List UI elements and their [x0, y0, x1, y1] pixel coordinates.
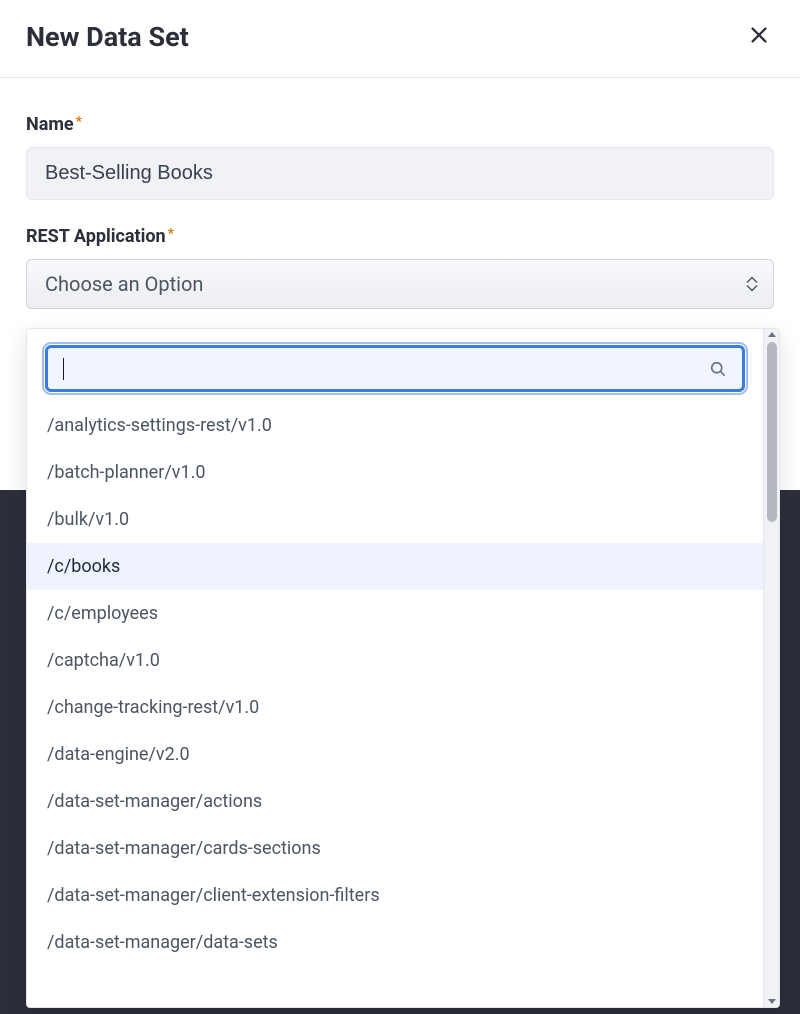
- rest-application-label-text: REST Application: [26, 226, 166, 247]
- dropdown-search-wrap: [27, 329, 763, 402]
- modal-body: Name* REST Application* Choose an Option: [0, 78, 800, 355]
- rest-application-field-group: REST Application* Choose an Option: [26, 226, 774, 309]
- dropdown-option[interactable]: /batch-planner/v1.0: [27, 449, 763, 496]
- required-indicator: *: [168, 226, 174, 242]
- dropdown-option[interactable]: /data-engine/v2.0: [27, 731, 763, 778]
- dropdown-list-container: /analytics-settings-rest/v1.0/batch-plan…: [27, 329, 763, 1007]
- dropdown-option[interactable]: /data-set-manager/client-extension-filte…: [27, 872, 763, 919]
- scroll-thumb[interactable]: [767, 342, 777, 522]
- dropdown-option-list[interactable]: /analytics-settings-rest/v1.0/batch-plan…: [27, 402, 763, 972]
- dropdown-option[interactable]: /c/employees: [27, 590, 763, 637]
- close-icon: [748, 24, 770, 49]
- dropdown-option[interactable]: /change-tracking-rest/v1.0: [27, 684, 763, 731]
- close-button[interactable]: [744, 20, 774, 53]
- name-input[interactable]: [26, 147, 774, 200]
- rest-application-dropdown: /analytics-settings-rest/v1.0/batch-plan…: [26, 328, 780, 1008]
- dropdown-search-input[interactable]: [62, 358, 698, 379]
- dropdown-option[interactable]: /analytics-settings-rest/v1.0: [27, 402, 763, 449]
- new-dataset-modal: New Data Set Name* REST Application*: [0, 0, 800, 355]
- modal-title: New Data Set: [26, 21, 189, 53]
- dropdown-inner: /analytics-settings-rest/v1.0/batch-plan…: [27, 329, 779, 1007]
- dropdown-scrollbar[interactable]: [763, 329, 779, 1007]
- text-cursor: [63, 358, 64, 380]
- dropdown-option[interactable]: /bulk/v1.0: [27, 496, 763, 543]
- dropdown-search[interactable]: [45, 345, 745, 392]
- scroll-up-arrow-icon[interactable]: [768, 332, 776, 337]
- name-label: Name*: [26, 114, 82, 135]
- scroll-down-arrow-icon[interactable]: [768, 999, 776, 1004]
- name-label-text: Name: [26, 114, 74, 135]
- dropdown-option[interactable]: /data-set-manager/actions: [27, 778, 763, 825]
- required-indicator: *: [76, 114, 82, 130]
- rest-application-select[interactable]: Choose an Option: [26, 259, 774, 309]
- select-placeholder-text: Choose an Option: [45, 272, 203, 296]
- rest-application-select-wrapper: Choose an Option: [26, 259, 774, 309]
- search-icon: [708, 359, 728, 379]
- dropdown-option[interactable]: /c/books: [27, 543, 763, 590]
- rest-application-label: REST Application*: [26, 226, 174, 247]
- modal-header: New Data Set: [0, 0, 800, 78]
- dropdown-option[interactable]: /captcha/v1.0: [27, 637, 763, 684]
- name-field-group: Name*: [26, 114, 774, 200]
- dropdown-option[interactable]: /data-set-manager/cards-sections: [27, 825, 763, 872]
- dropdown-option[interactable]: /data-set-manager/data-sets: [27, 919, 763, 966]
- select-caret-icon: [746, 277, 758, 292]
